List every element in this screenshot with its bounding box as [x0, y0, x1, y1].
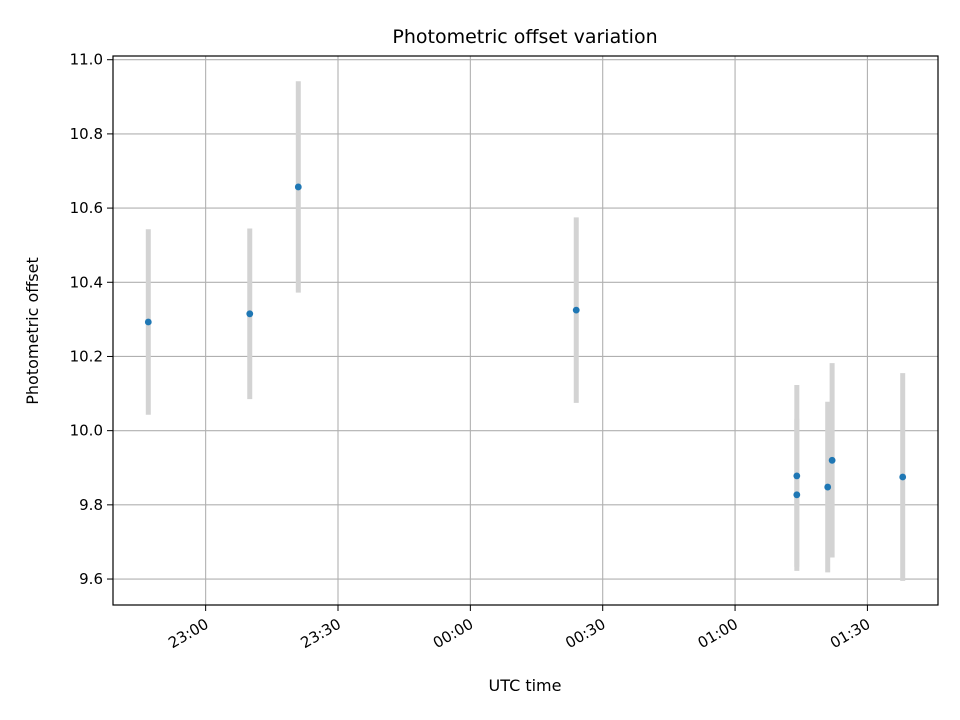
data-point: [572, 306, 580, 314]
data-points: [144, 183, 907, 499]
plot-frame: [112, 55, 939, 606]
y-tick-label: 9.6: [79, 570, 103, 588]
x-axis-label: UTC time: [489, 676, 562, 695]
y-tick-label: 9.8: [79, 496, 103, 514]
data-point: [793, 491, 801, 499]
y-tick-label: 10.2: [70, 347, 103, 365]
data-point: [824, 483, 832, 491]
data-point: [828, 456, 836, 464]
y-tick-label: 10.6: [70, 199, 103, 217]
data-point: [144, 318, 152, 326]
data-point: [294, 183, 302, 191]
y-tick-label: 10.8: [70, 125, 103, 143]
data-point: [793, 472, 801, 480]
data-point: [899, 473, 907, 481]
y-axis-label: Photometric offset: [23, 257, 42, 405]
y-tick-label: 10.0: [70, 422, 103, 440]
y-tick-label: 11.0: [70, 51, 103, 69]
y-tick-label: 10.4: [70, 273, 103, 291]
chart-title: Photometric offset variation: [392, 26, 657, 48]
data-point: [246, 310, 254, 318]
y-axis-ticks: 9.6 9.8 10.0 10.2 10.4 10.6 10.8 11.0: [70, 51, 113, 588]
